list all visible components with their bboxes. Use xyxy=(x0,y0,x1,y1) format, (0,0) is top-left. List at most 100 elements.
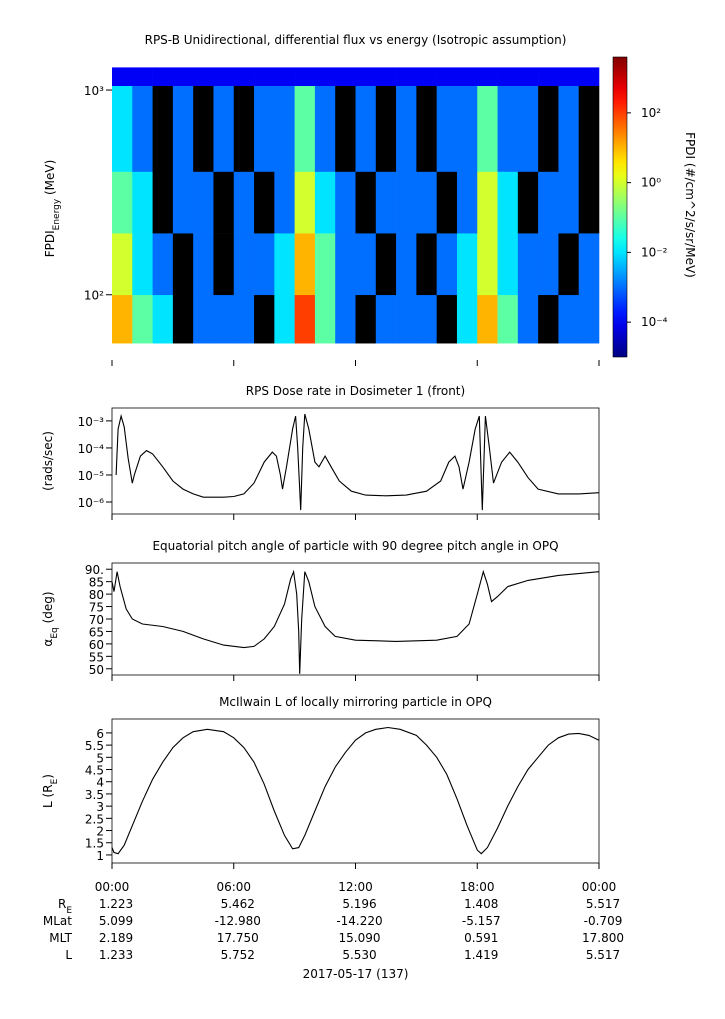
panel-title: RPS Dose rate in Dosimeter 1 (front) xyxy=(246,384,465,398)
ephemeris-value: -0.709 xyxy=(584,914,623,928)
heatmap-cell xyxy=(314,171,336,234)
heatmap-cell xyxy=(456,67,478,86)
heatmap-cell xyxy=(274,171,295,234)
heatmap-cell xyxy=(254,233,275,296)
heatmap-cell xyxy=(335,233,356,296)
ephemeris-row-label-sub: E xyxy=(66,906,72,916)
ephemeris-value: 5.462 xyxy=(221,897,255,911)
heatmap-cell xyxy=(517,233,539,296)
heatmap-cell xyxy=(254,294,275,344)
heatmap-cell xyxy=(112,171,133,234)
y-axis-label-sub: Eq xyxy=(50,627,60,638)
y-tick-label: 3.5 xyxy=(85,788,104,802)
heatmap-cell xyxy=(497,85,519,172)
y-axis-label-text: α xyxy=(41,639,55,647)
heatmap-cell xyxy=(335,294,356,344)
heatmap-cell xyxy=(538,85,559,172)
heatmap-cell xyxy=(254,85,275,172)
heatmap-cell xyxy=(517,85,539,172)
heatmap-cell xyxy=(213,171,235,234)
colorbar-tick-label: 10⁻² xyxy=(641,245,668,259)
y-tick-label: 5 xyxy=(96,751,104,765)
y-axis-label-after: (deg) xyxy=(41,591,55,627)
y-tick-label: 10⁻⁴ xyxy=(78,442,105,456)
ephemeris-value: 5.517 xyxy=(586,897,620,911)
y-tick-label: 50 xyxy=(89,663,104,677)
x-tick-label: 00:00 xyxy=(95,880,130,894)
y-tick-label: 4 xyxy=(96,776,104,790)
heatmap-cell xyxy=(314,67,336,86)
y-tick-label: 5.5 xyxy=(85,739,104,753)
y-axis-label-text: L (R xyxy=(41,784,55,808)
ephemeris-value: 0.591 xyxy=(464,931,498,945)
heatmap-cell xyxy=(274,294,295,344)
y-tick-label: 4.5 xyxy=(85,764,104,778)
heatmap-cell xyxy=(132,171,153,234)
heatmap-cell xyxy=(254,67,275,86)
heatmap-cell xyxy=(274,85,295,172)
heatmap-cell xyxy=(355,85,377,172)
y-axis-label-text: FPDI xyxy=(43,230,57,257)
y-axis-label: L (RE) xyxy=(41,774,60,808)
heatmap-cell xyxy=(335,85,356,172)
heatmap-cell xyxy=(456,233,478,296)
ephemeris-value: 5.099 xyxy=(99,914,133,928)
heatmap-cell xyxy=(396,85,417,172)
y-axis-label-sub: Energy xyxy=(52,198,62,230)
y-tick-label: 70 xyxy=(89,613,104,627)
heatmap-cell xyxy=(396,171,417,234)
y-tick-label: 90. xyxy=(85,563,104,577)
y-tick-label: 10⁻⁶ xyxy=(78,496,105,510)
heatmap-cell xyxy=(477,67,498,86)
ephemeris-value: 17.750 xyxy=(217,931,259,945)
ephemeris-row-label: RE xyxy=(58,897,72,916)
heatmap-cell xyxy=(477,171,498,234)
heatmap-cell xyxy=(355,233,377,296)
heatmap-cell xyxy=(314,85,336,172)
colorbar-tick-label: 10⁰ xyxy=(641,176,661,190)
colorbar-label: FPDI (#/cm^2/s/sr/MeV) xyxy=(683,132,697,278)
heatmap-cell xyxy=(193,171,214,234)
ephemeris-value: 5.752 xyxy=(221,948,255,962)
heatmap-cell xyxy=(213,67,235,86)
heatmap-cell xyxy=(132,294,153,344)
heatmap-cell xyxy=(558,85,580,172)
heatmap-cell xyxy=(274,67,295,86)
heatmap-cell xyxy=(254,171,275,234)
heatmap-cell xyxy=(375,85,397,172)
heatmap-cell xyxy=(456,171,478,234)
heatmap-cell xyxy=(396,294,417,344)
ephemeris-row-label-text: MLT xyxy=(49,931,72,945)
heatmap-cell xyxy=(456,85,478,172)
heatmap-cell xyxy=(294,85,316,172)
ephemeris-value: -14.220 xyxy=(336,914,382,928)
y-axis-label-text: (rads/sec) xyxy=(41,431,55,491)
heatmap-cell xyxy=(152,233,174,296)
heatmap-cell xyxy=(294,233,316,296)
heatmap-cell xyxy=(477,233,498,296)
x-tick-label: 18:00 xyxy=(460,880,495,894)
ephemeris-row-label: MLat xyxy=(43,914,72,928)
x-tick-label: 00:00 xyxy=(582,880,617,894)
y-tick-label: 10⁻³ xyxy=(78,415,105,429)
heatmap-cell xyxy=(416,171,437,234)
heatmap-cell xyxy=(172,294,194,344)
heatmap-cell xyxy=(558,233,580,296)
heatmap-cell xyxy=(497,67,519,86)
ephemeris-value: 17.800 xyxy=(582,931,624,945)
heatmap-cell xyxy=(355,67,377,86)
heatmap-cell xyxy=(578,171,600,234)
y-axis-label-after: ) xyxy=(41,774,55,779)
panel-title: RPS-B Unidirectional, differential flux … xyxy=(145,33,567,47)
heatmap-cell xyxy=(152,171,174,234)
heatmap-cell xyxy=(578,67,600,86)
x-tick-label: 06:00 xyxy=(216,880,251,894)
colorbar-tick-label: 10² xyxy=(641,106,661,120)
panel-title: McIlwain L of locally mirroring particle… xyxy=(219,695,492,709)
y-tick-label: 3 xyxy=(96,800,104,814)
heatmap-cell xyxy=(375,233,397,296)
y-axis-label: (rads/sec) xyxy=(41,431,55,491)
heatmap-cell xyxy=(517,67,539,86)
ephemeris-value: -12.980 xyxy=(215,914,261,928)
